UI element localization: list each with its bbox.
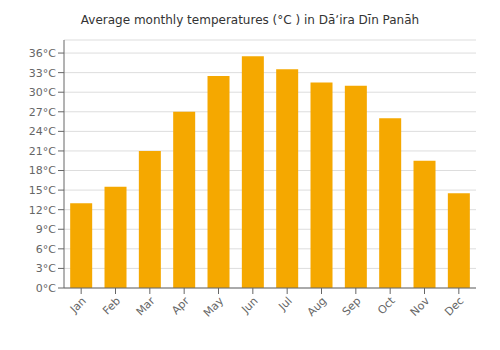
svg-text:Feb: Feb [100, 294, 123, 317]
svg-text:Apr: Apr [169, 294, 192, 317]
svg-text:May: May [201, 294, 227, 320]
svg-text:Nov: Nov [408, 294, 433, 319]
svg-text:15°C: 15°C [29, 184, 56, 197]
svg-text:Mar: Mar [134, 294, 158, 318]
svg-text:9°C: 9°C [36, 223, 56, 236]
svg-text:Oct: Oct [375, 294, 398, 317]
svg-text:33°C: 33°C [29, 67, 56, 80]
html-text:Average monthly temperatures (: Average monthly temperatures (°C ) in Dā… [80, 13, 420, 27]
svg-text:Aug: Aug [305, 294, 329, 318]
svg-text:27°C: 27°C [29, 106, 56, 119]
svg-text:0°C: 0°C [36, 282, 56, 295]
svg-text:3°C: 3°C [36, 262, 56, 275]
svg-text:Jan: Jan [67, 294, 89, 316]
svg-text:6°C: 6°C [36, 243, 56, 256]
svg-text:Jun: Jun [238, 294, 260, 316]
svg-text:21°C: 21°C [29, 145, 56, 158]
svg-text:18°C: 18°C [29, 164, 56, 177]
svg-text:12°C: 12°C [29, 204, 56, 217]
svg-text:Jul: Jul [276, 294, 295, 313]
svg-text:Sep: Sep [340, 294, 364, 318]
svg-text:24°C: 24°C [29, 125, 56, 138]
svg-text:36°C: 36°C [29, 47, 56, 60]
svg-text:30°C: 30°C [29, 86, 56, 99]
svg-text:Dec: Dec [442, 294, 466, 318]
